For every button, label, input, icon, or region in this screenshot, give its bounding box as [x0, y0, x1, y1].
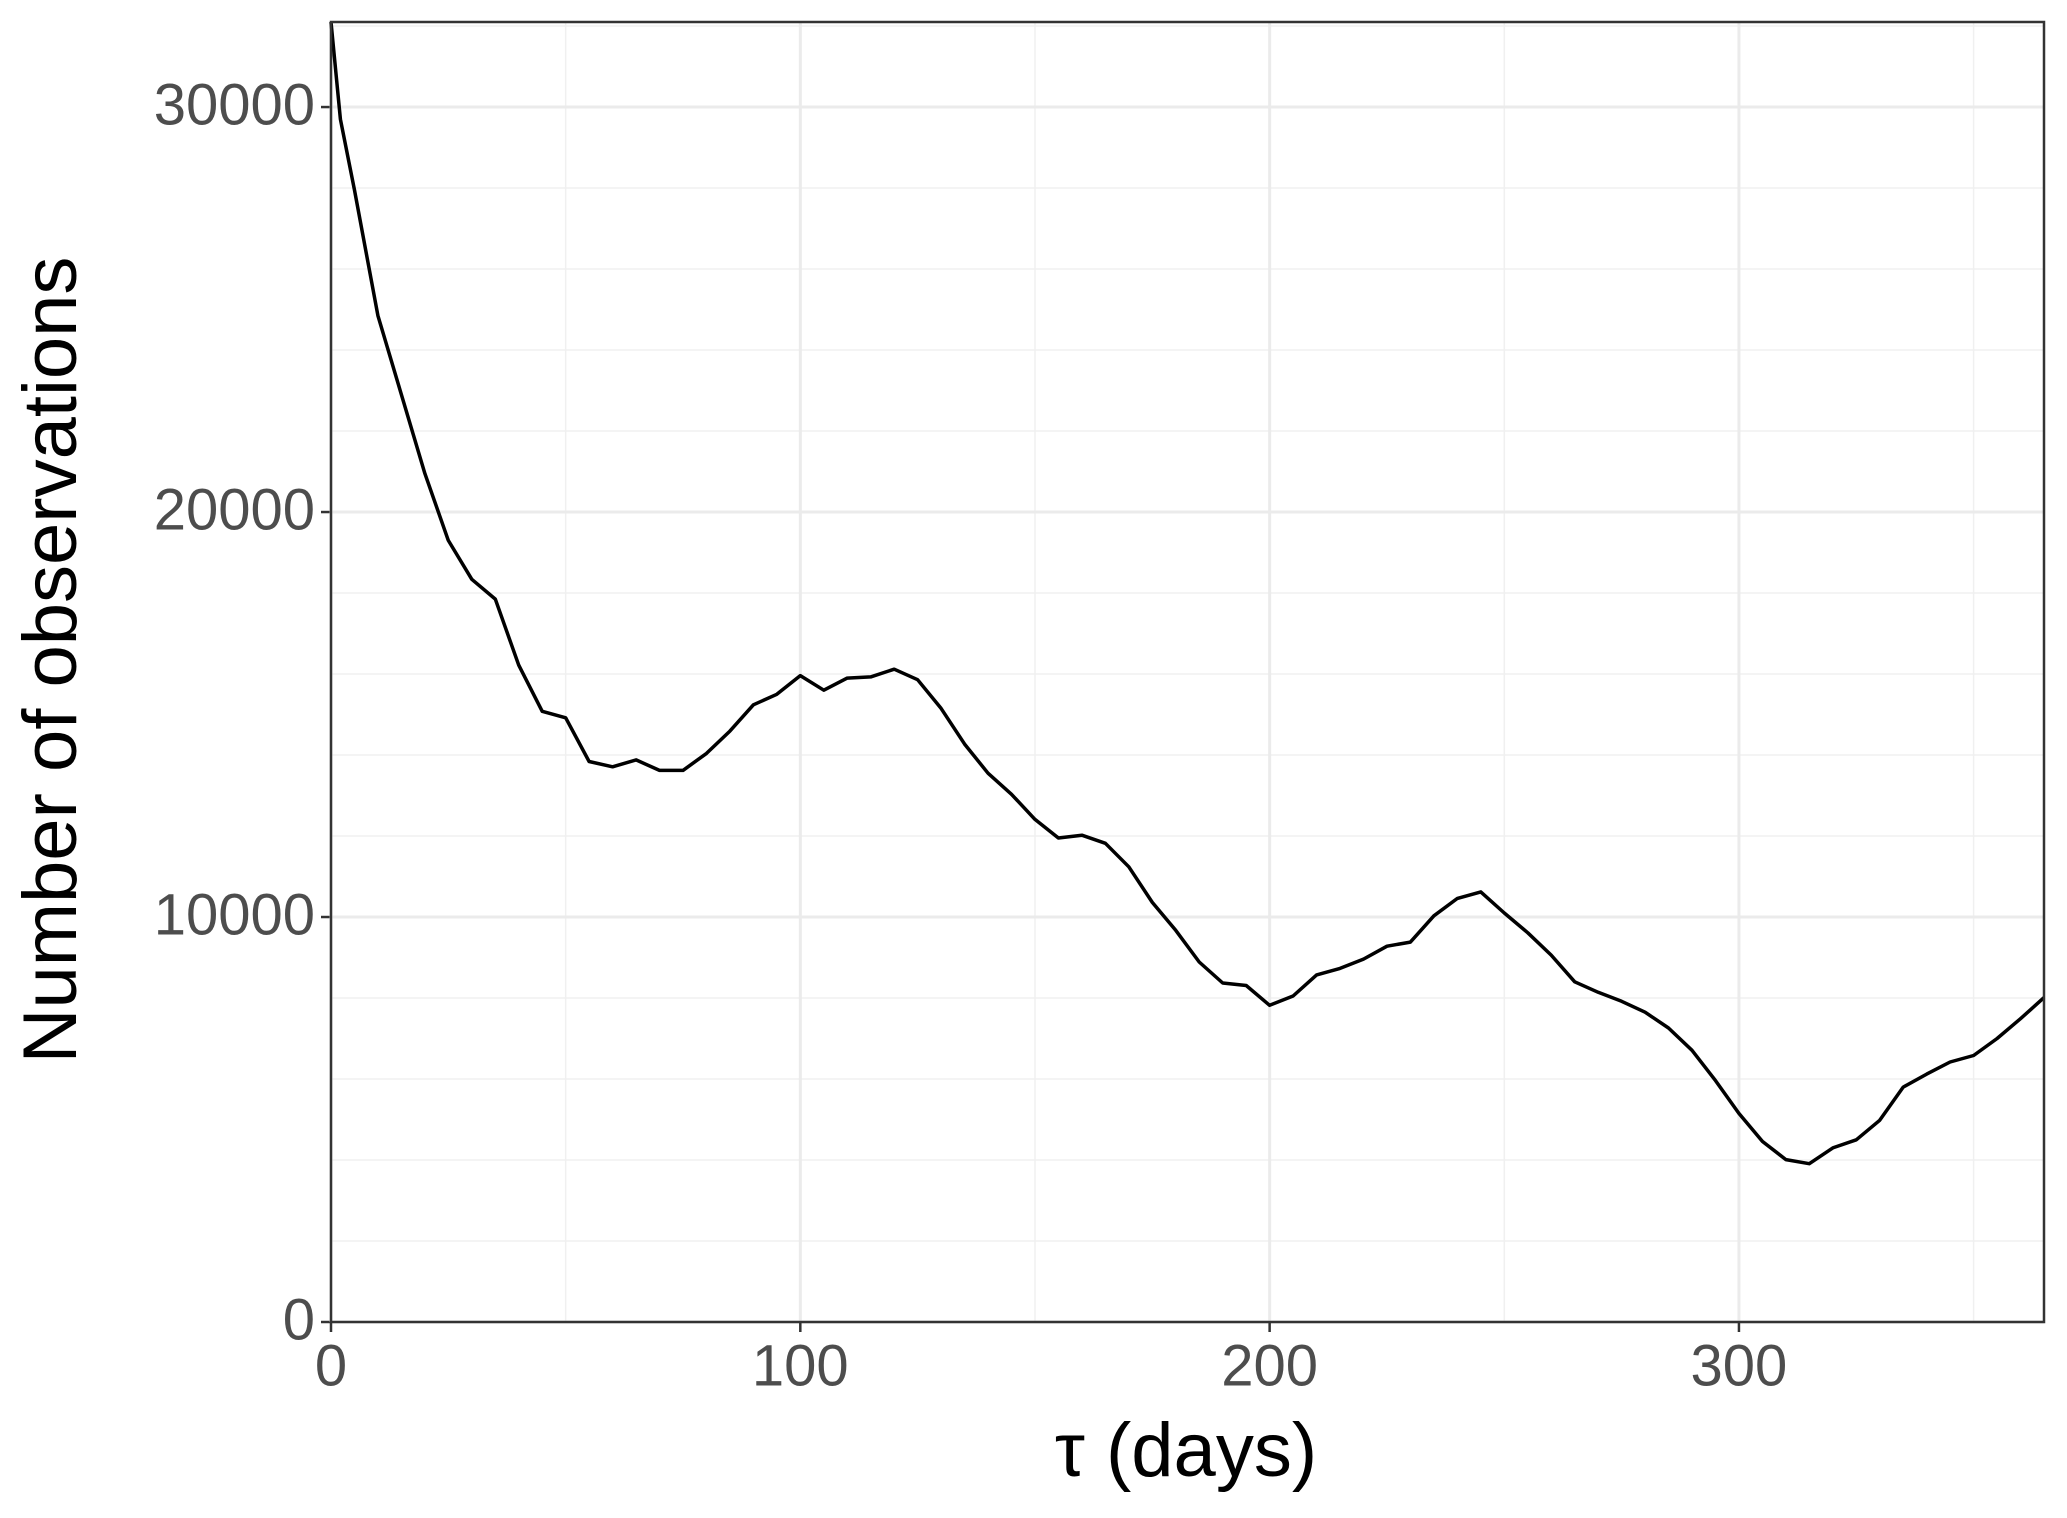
y-tick-label: 20000 — [154, 477, 315, 542]
y-tick-label: 30000 — [154, 72, 315, 137]
y-tick-label: 0 — [283, 1287, 315, 1352]
y-axis-title: Number of observations — [8, 257, 93, 1064]
panel-border — [329, 20, 2046, 1324]
x-tick-label: 300 — [1691, 1333, 1788, 1398]
y-tick-label: 10000 — [154, 882, 315, 947]
x-tick-label: 200 — [1221, 1333, 1318, 1398]
x-tick-label: 100 — [752, 1333, 849, 1398]
data-line — [329, 21, 2046, 1166]
x-tick-label: 0 — [315, 1333, 347, 1398]
x-axis-title: τ (days) — [1055, 1408, 1317, 1493]
